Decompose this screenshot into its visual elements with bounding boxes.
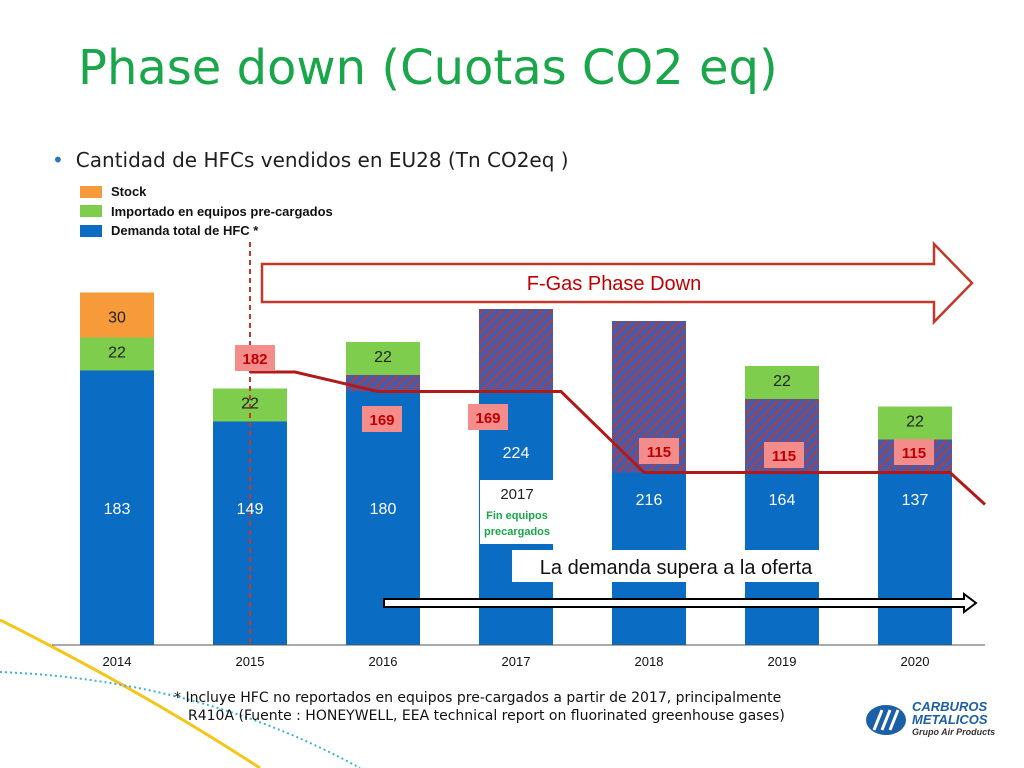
logo-line-3: Grupo Air Products xyxy=(912,727,996,737)
bullet-icon: • xyxy=(52,148,64,172)
phase-down-arrow-label: F-Gas Phase Down xyxy=(527,273,702,295)
bar-excess-2016 xyxy=(346,375,420,392)
bar-imported-2020 xyxy=(878,406,952,440)
bar-imported-2016 xyxy=(346,342,420,375)
label-imported-2019: 22 xyxy=(773,373,791,390)
bullet-item: • Cantidad de HFCs vendidos en EU28 (Tn C… xyxy=(52,148,569,172)
label-demand-2020: 137 xyxy=(902,492,929,509)
quota-label-bg xyxy=(362,406,402,432)
bar-demand-2014 xyxy=(80,370,154,645)
label-demand-2019: 164 xyxy=(769,492,796,509)
company-logo-text: CARBUROS METALICOS Grupo Air Products xyxy=(912,700,995,739)
bar-imported-2014 xyxy=(80,337,154,371)
x-tick-label: 2014 xyxy=(103,654,132,669)
bar-excess-2017 xyxy=(479,309,553,392)
x-tick-label: 2018 xyxy=(635,654,664,669)
legend-swatch xyxy=(80,205,102,218)
demand-label: La demanda supera a la oferta xyxy=(540,557,813,579)
footnote: * Incluye HFC no reportados en equipos p… xyxy=(174,689,785,725)
legend-label: Importado en equipos pre-cargados xyxy=(111,203,333,219)
x-tick-label: 2015 xyxy=(236,654,265,669)
legend-swatch xyxy=(80,185,102,198)
phase-down-arrow xyxy=(260,240,974,326)
chart-legend: Stock Importado en equipos pre-cargados … xyxy=(80,182,333,241)
demand-label-bg xyxy=(512,550,842,582)
quota-label-2020: 115 xyxy=(902,445,926,462)
quota-label-2017: 169 xyxy=(475,410,500,427)
legend-item-imported: Importado en equipos pre-cargados xyxy=(80,202,333,222)
bar-demand-2020 xyxy=(878,472,952,645)
legend-swatch xyxy=(80,224,102,237)
label-imported-2015: 22 xyxy=(241,396,259,413)
quota-label-2018: 115 xyxy=(647,444,671,461)
bar-imported-2019 xyxy=(745,366,819,399)
legend-label: Stock xyxy=(111,184,147,200)
label-demand-2018: 216 xyxy=(636,492,663,509)
hfc-chart: F-Gas Phase Down 22 30 183 22 149 22 180 224 216… xyxy=(52,240,987,669)
x-tick-label: 2019 xyxy=(768,654,797,669)
quota-label-bg xyxy=(235,345,275,371)
quota-label-bg xyxy=(894,439,934,465)
note-2017-box xyxy=(480,480,554,544)
label-demand-2015: 149 xyxy=(237,501,264,518)
note-2017-year: 2017 xyxy=(500,486,533,503)
note-2017-line2: precargados xyxy=(484,526,550,538)
label-imported-2016: 22 xyxy=(374,349,392,366)
quota-label-bg xyxy=(764,442,804,468)
logo-line-1: CARBUROS xyxy=(912,699,988,714)
legend-item-stock: Stock xyxy=(80,182,333,202)
quota-label-2019: 115 xyxy=(772,448,796,465)
note-2017-line1: Fin equipos xyxy=(486,510,548,522)
label-demand-2016: 180 xyxy=(370,501,397,518)
bullet-text: Cantidad de HFCs vendidos en EU28 (Tn CO… xyxy=(75,148,569,172)
label-imported-2020: 22 xyxy=(906,414,924,431)
phase-down-line xyxy=(250,370,987,506)
quota-label-bg xyxy=(468,404,508,430)
bar-stock-2014 xyxy=(80,292,154,338)
quota-label-bg xyxy=(639,438,679,464)
label-demand-2014: 183 xyxy=(104,501,131,518)
legend-label: Demanda total de HFC * xyxy=(111,223,259,239)
label-imported-2014: 22 xyxy=(108,345,126,362)
legend-item-demand: Demanda total de HFC * xyxy=(80,221,333,241)
footnote-line: * Incluye HFC no reportados en equipos p… xyxy=(174,690,782,706)
label-demand-2017: 224 xyxy=(503,445,530,462)
slide-title: Phase down (Cuotas CO2 eq) xyxy=(78,40,778,96)
x-tick-label: 2017 xyxy=(502,654,531,669)
quota-label-2015: 182 xyxy=(242,351,267,368)
label-stock-2014: 30 xyxy=(108,310,126,327)
x-tick-label: 2016 xyxy=(369,654,398,669)
demand-arrow xyxy=(383,592,978,614)
footnote-line: R410A (Fuente : HONEYWELL, EEA technical… xyxy=(188,708,785,724)
quota-label-2016: 169 xyxy=(369,412,394,429)
logo-line-2: METALICOS xyxy=(912,712,988,727)
x-tick-label: 2020 xyxy=(901,654,930,669)
carburos-logo-icon xyxy=(866,705,906,735)
